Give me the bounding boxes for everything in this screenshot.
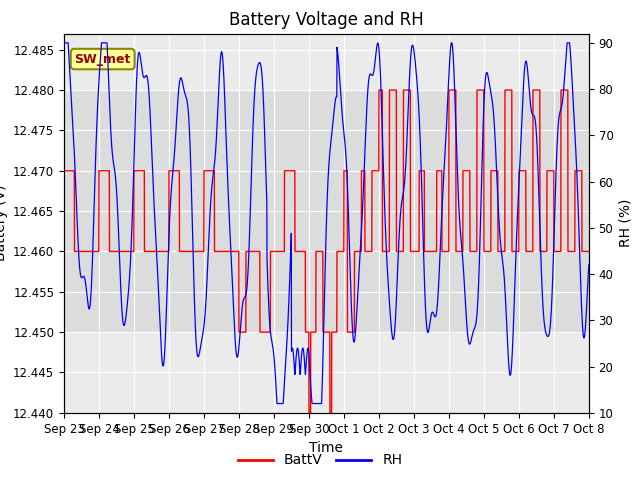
Y-axis label: RH (%): RH (%) — [619, 199, 633, 247]
Y-axis label: Battery (V): Battery (V) — [0, 185, 8, 262]
X-axis label: Time: Time — [309, 441, 344, 455]
Text: SW_met: SW_met — [74, 53, 131, 66]
Bar — [64, 90, 589, 332]
Legend: BattV, RH: BattV, RH — [232, 448, 408, 473]
Title: Battery Voltage and RH: Battery Voltage and RH — [229, 11, 424, 29]
